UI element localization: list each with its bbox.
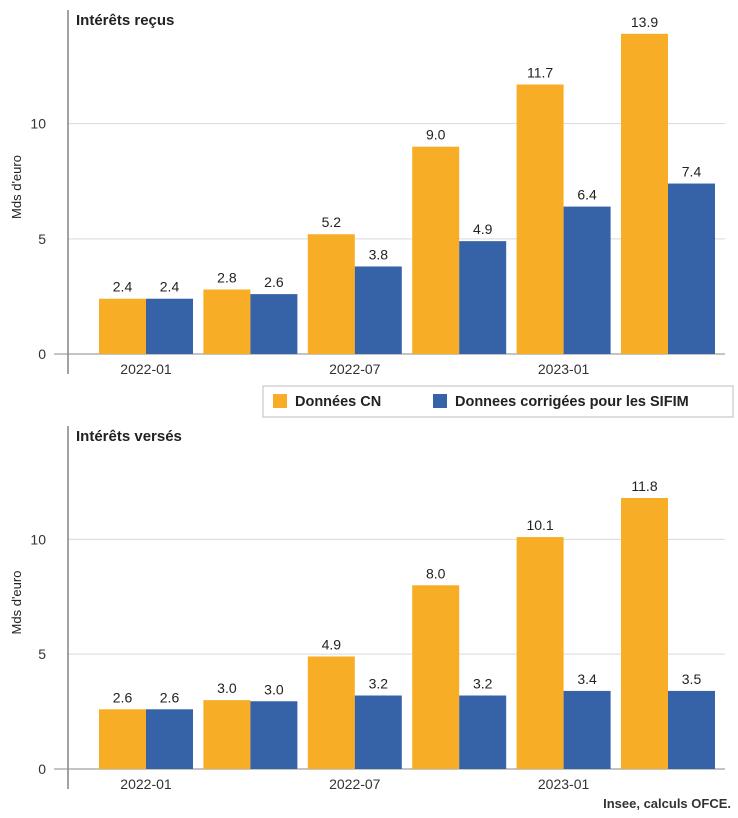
x-tick-label: 2022-07 xyxy=(329,361,381,377)
legend-label-sifim: Donnees corrigées pour les SIFIM xyxy=(455,394,689,410)
bar xyxy=(621,33,668,355)
y-axis-label: Mds d'euro xyxy=(9,155,24,219)
data-label: 2.6 xyxy=(160,689,180,705)
data-label: 3.5 xyxy=(682,671,702,687)
data-label: 2.8 xyxy=(217,270,237,286)
panel-interets-verses: 0 5 10 Intérêts versés Mds d'euro 2.6 2.6 2022-… xyxy=(9,426,725,792)
data-label: 3.0 xyxy=(217,680,237,696)
y-tick-label: 10 xyxy=(30,531,46,547)
y-tick-label: 10 xyxy=(30,116,46,132)
bar xyxy=(459,241,507,354)
data-label: 6.4 xyxy=(577,187,597,203)
data-label: 9.0 xyxy=(426,127,446,143)
panel-title: Intérêts reçus xyxy=(76,12,174,29)
data-label: 4.9 xyxy=(473,221,493,237)
data-label: 5.2 xyxy=(322,214,342,230)
legend-label-cn: Données CN xyxy=(295,394,381,410)
bar xyxy=(307,234,355,354)
x-tick-label: 2022-07 xyxy=(329,776,381,792)
bar xyxy=(621,498,668,769)
bar xyxy=(250,701,298,769)
bar xyxy=(563,690,611,769)
bar xyxy=(516,537,564,769)
data-label: 8.0 xyxy=(426,565,446,581)
y-tick-label: 0 xyxy=(38,346,46,362)
x-tick-label: 2023-01 xyxy=(538,361,590,377)
bar xyxy=(354,266,402,354)
data-label: 3.2 xyxy=(369,676,389,692)
bar xyxy=(668,690,715,769)
data-label: 2.4 xyxy=(160,279,180,295)
data-label: 2.6 xyxy=(264,274,284,290)
x-tick-label: 2023-01 xyxy=(538,776,590,792)
panel-interets-recus: 0 5 10 Intérêts reçus Mds d'euro 2.4 2.4 2022-0… xyxy=(9,10,725,377)
bar xyxy=(516,84,564,354)
bar xyxy=(250,294,298,354)
bar xyxy=(459,695,507,769)
data-label: 3.8 xyxy=(369,246,389,262)
data-label: 11.7 xyxy=(527,64,553,80)
data-label: 3.0 xyxy=(264,681,284,697)
bar xyxy=(412,585,460,769)
y-tick-label: 5 xyxy=(38,646,46,662)
bar xyxy=(203,289,251,354)
legend-swatch-sifim xyxy=(433,394,447,408)
bar xyxy=(99,709,146,769)
bar xyxy=(146,709,193,769)
x-tick-label: 2022-01 xyxy=(120,776,172,792)
x-tick-label: 2022-01 xyxy=(120,361,172,377)
data-label: 3.4 xyxy=(577,671,597,687)
bar xyxy=(146,298,193,354)
y-tick-label: 0 xyxy=(38,761,46,777)
legend-box xyxy=(262,385,734,418)
bar xyxy=(412,146,460,354)
panel-title: Intérêts versés xyxy=(76,428,182,445)
bar xyxy=(99,298,146,354)
data-label: 3.2 xyxy=(473,676,493,692)
y-axis-label: Mds d'euro xyxy=(9,571,24,635)
legend: Données CN Donnees corrigées pour les SI… xyxy=(262,385,734,418)
y-tick-label: 5 xyxy=(38,231,46,247)
data-label: 13.9 xyxy=(631,14,658,30)
data-label: 7.4 xyxy=(682,164,702,180)
bar xyxy=(668,183,715,354)
bar xyxy=(354,695,402,769)
data-label: 2.6 xyxy=(113,689,133,705)
data-label: 10.1 xyxy=(526,517,553,533)
data-label: 2.4 xyxy=(113,279,133,295)
legend-swatch-cn xyxy=(273,394,287,408)
source-note: Insee, calculs OFCE. xyxy=(603,796,731,811)
data-label: 4.9 xyxy=(322,636,342,652)
bar xyxy=(563,206,611,354)
data-label: 11.8 xyxy=(631,478,657,494)
bar xyxy=(307,656,355,769)
bar xyxy=(203,700,251,769)
